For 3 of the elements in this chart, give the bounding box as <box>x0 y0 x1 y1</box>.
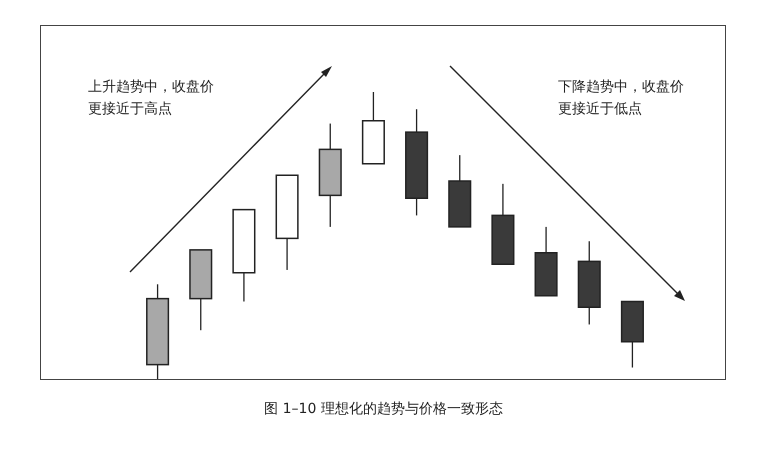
annotation: 下降趋势中，收盘价更接近于低点 <box>558 78 685 119</box>
annotation: 上升趋势中，收盘价更接近于高点 <box>88 78 215 119</box>
caption: 图 1–10 理想化的趋势与价格一致形态 <box>263 400 504 419</box>
